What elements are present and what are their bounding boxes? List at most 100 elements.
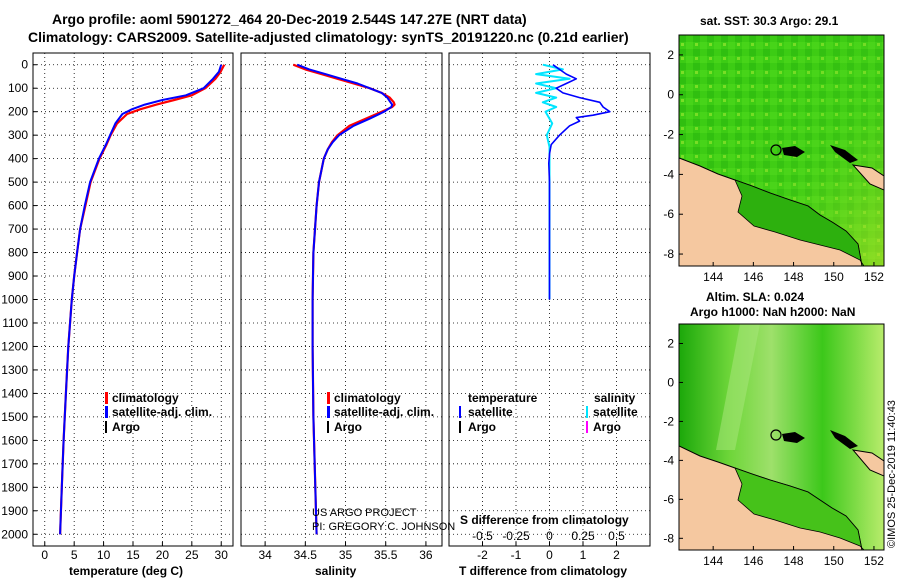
- depth-tick-label: 600: [8, 199, 28, 213]
- depth-tick-label: 800: [8, 246, 28, 260]
- x-top-tick-label: -0.5: [472, 529, 493, 543]
- sst-map-ticks: 144 146 148 150 152 2 0 -2 -4 -6 -8: [663, 48, 884, 284]
- diff-legend-t-argo-label: Argo: [468, 420, 496, 434]
- s-difference-label: S difference from climatology: [460, 513, 629, 527]
- map-x-tick-label: 144: [703, 270, 723, 284]
- map-y-tick-label: 0: [667, 88, 674, 102]
- legend-climatology-swatch: [105, 392, 108, 404]
- sla-island-manus: [782, 432, 805, 443]
- temperature-legend: climatology satellite-adj. clim. Argo: [105, 391, 212, 434]
- salinity-curves: [292, 63, 396, 535]
- x-tick-label: 1: [580, 548, 587, 562]
- sst-map-frame: [678, 34, 885, 267]
- salinity-satellite-line: [296, 63, 394, 535]
- diff-legend-t-satellite-label: satellite: [468, 405, 513, 419]
- difference-curves: [535, 63, 611, 300]
- temperature-climatology-line: [59, 64, 226, 535]
- map-y-tick-label: -8: [663, 531, 674, 545]
- legend-satellite-label: satellite-adj. clim.: [112, 405, 212, 419]
- temperature-axis-label: temperature (deg C): [69, 564, 183, 578]
- grid-layer: [33, 53, 650, 546]
- sst-map-field: [679, 35, 884, 266]
- sla-map-frame: [678, 323, 885, 551]
- depth-axis-ticks: 0 100 200 300 400 500 600 700 800 900 1000 1100 1200…: [1, 58, 37, 541]
- map-x-tick-label: 150: [824, 270, 844, 284]
- map-x-tick-label: 150: [824, 554, 844, 568]
- depth-tick-label: 2000: [1, 527, 28, 541]
- figure-title-line1: Argo profile: aoml 5901272_464 20-Dec-20…: [52, 11, 527, 27]
- sal-legend-argo-swatch: [327, 421, 329, 433]
- x-tick-label: 34.5: [294, 548, 318, 562]
- diff-legend-temperature-header: temperature: [468, 391, 538, 405]
- sla-field-band: [716, 324, 760, 450]
- depth-tick-label: 700: [8, 222, 28, 236]
- x-tick-label: 2: [613, 548, 620, 562]
- depth-tick-label: 1900: [1, 504, 28, 518]
- diff-legend-s-argo-swatch: [586, 421, 588, 433]
- sal-legend-climatology-label: climatology: [334, 391, 401, 405]
- map-x-tick-label: 148: [784, 554, 804, 568]
- legend-argo-swatch: [105, 421, 107, 433]
- depth-tick-label: 1200: [1, 339, 28, 353]
- x-tick-label: 10: [97, 548, 111, 562]
- sst-island-manus: [782, 146, 805, 157]
- diff-legend-t-satellite-swatch: [459, 406, 461, 418]
- diff-legend-s-satellite-label: satellite: [593, 405, 638, 419]
- map-y-tick-label: -4: [663, 167, 674, 181]
- x-top-tick-label: 0.5: [608, 529, 625, 543]
- depth-tick-label: 1300: [1, 363, 28, 377]
- difference-x-ticks: -2 -1 0 1 2 -0.5 -0.25 0 0.25 0.5: [472, 529, 625, 562]
- x-tick-label: 5: [71, 548, 78, 562]
- x-tick-label: 0: [546, 548, 553, 562]
- sal-legend-argo-label: Argo: [334, 420, 362, 434]
- x-tick-label: 15: [126, 548, 140, 562]
- depth-tick-label: 1400: [1, 386, 28, 400]
- salinity-x-ticks: 34 34.5 35 35.5 36: [258, 542, 433, 562]
- map-y-tick-label: -2: [663, 128, 674, 142]
- salinity-axis-label: salinity: [315, 564, 357, 578]
- x-tick-label: -1: [511, 548, 522, 562]
- diff-legend-s-argo-label: Argo: [593, 420, 621, 434]
- map-y-tick-label: -8: [663, 247, 674, 261]
- depth-tick-label: 0: [21, 58, 28, 72]
- sla-map-field: [679, 324, 884, 550]
- x-tick-label: -2: [477, 548, 488, 562]
- sst-land-new-britain: [851, 164, 884, 191]
- sla-argo-position-marker: [770, 429, 782, 441]
- x-tick-label: 34: [258, 548, 272, 562]
- x-top-tick-label: 0.25: [571, 529, 595, 543]
- x-tick-label: 35: [339, 548, 353, 562]
- sla-map-title-line1: Altim. SLA: 0.024: [706, 290, 804, 304]
- x-tick-label: 20: [156, 548, 170, 562]
- sst-argo-position-marker: [770, 144, 782, 156]
- diff-legend-salinity-header: salinity: [594, 391, 636, 405]
- sal-legend-satellite-swatch: [327, 406, 330, 418]
- map-y-tick-label: -2: [663, 414, 674, 428]
- x-tick-label: 30: [215, 548, 229, 562]
- imos-stamp: ©IMOS 25-Dec-2019 11:40:43: [886, 400, 898, 548]
- legend-climatology-label: climatology: [112, 391, 179, 405]
- x-top-tick-label: -0.25: [502, 529, 530, 543]
- sla-land-new-britain: [851, 449, 884, 477]
- sal-legend-climatology-swatch: [327, 392, 330, 404]
- depth-tick-label: 1800: [1, 480, 28, 494]
- map-x-tick-label: 152: [864, 270, 884, 284]
- map-x-tick-label: 148: [784, 270, 804, 284]
- depth-tick-label: 1500: [1, 410, 28, 424]
- depth-tick-label: 200: [8, 105, 28, 119]
- t-difference-label: T difference from climatology: [459, 564, 627, 578]
- map-y-tick-label: -4: [663, 453, 674, 467]
- diff-legend-t-argo-swatch: [459, 421, 461, 433]
- depth-tick-label: 500: [8, 175, 28, 189]
- depth-tick-label: 1700: [1, 457, 28, 471]
- salinity-climatology-line: [292, 63, 396, 535]
- map-x-tick-label: 146: [743, 270, 763, 284]
- salinity-legend: climatology satellite-adj. clim. Argo: [327, 391, 434, 434]
- depth-tick-label: 1600: [1, 433, 28, 447]
- map-x-tick-label: 144: [703, 554, 723, 568]
- figure-title-line2: Climatology: CARS2009. Satellite-adjuste…: [28, 29, 629, 45]
- x-top-tick-label: 0: [546, 529, 553, 543]
- sst-coastal-shelf: [734, 179, 865, 266]
- credit-project: US ARGO PROJECT: [312, 507, 417, 519]
